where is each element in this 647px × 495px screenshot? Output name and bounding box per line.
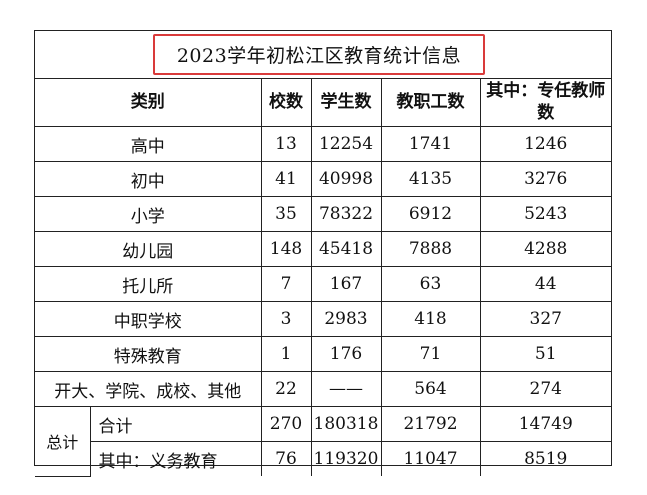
row-category: 托儿所 (35, 266, 262, 302)
row-staff: 564 (380, 371, 481, 407)
row-staff: 6912 (380, 196, 481, 232)
total-group-label: 总计 (35, 406, 91, 477)
header-schools: 校数 (260, 78, 312, 127)
total-students: 180318 (310, 406, 382, 442)
row-staff: 71 (380, 336, 481, 372)
total-teachers: 14749 (479, 406, 611, 442)
row-teachers: 4288 (479, 231, 611, 267)
table-row: 开大、学院、成校、其他 22 —— 564 274 (35, 371, 611, 407)
row-category: 高中 (35, 126, 262, 162)
row-staff: 7888 (380, 231, 481, 267)
row-teachers: 1246 (479, 126, 611, 162)
header-category: 类别 (35, 78, 262, 127)
table-row: 幼儿园 148 45418 7888 4288 (35, 231, 611, 267)
total-category: 合计 (89, 406, 262, 442)
total-staff: 21792 (380, 406, 481, 442)
row-staff: 63 (380, 266, 481, 302)
row-schools: 7 (260, 266, 312, 302)
row-schools: 13 (260, 126, 312, 162)
row-schools: 41 (260, 161, 312, 197)
row-teachers: 5243 (479, 196, 611, 232)
table-row: 小学 35 78322 6912 5243 (35, 196, 611, 232)
row-category: 幼儿园 (35, 231, 262, 267)
row-schools: 148 (260, 231, 312, 267)
row-staff: 1741 (380, 126, 481, 162)
table-row: 特殊教育 1 176 71 51 (35, 336, 611, 372)
table-row: 托儿所 7 167 63 44 (35, 266, 611, 302)
statistics-table: 类别 校数 学生数 教职工数 其中：专任教师数 高中 13 12254 1741… (35, 78, 611, 477)
row-category: 小学 (35, 196, 262, 232)
row-schools: 22 (260, 371, 312, 407)
total-staff: 11047 (380, 441, 481, 476)
header-staff: 教职工数 (380, 78, 481, 127)
table-row: 中职学校 3 2983 418 327 (35, 301, 611, 337)
total-teachers: 8519 (479, 441, 611, 476)
total-schools: 76 (260, 441, 312, 476)
row-staff: 4135 (380, 161, 481, 197)
header-students: 学生数 (310, 78, 382, 127)
row-students: 12254 (310, 126, 382, 162)
total-category: 其中：义务教育 (90, 441, 262, 476)
header-row: 类别 校数 学生数 教职工数 其中：专任教师数 (35, 78, 611, 127)
row-students: 176 (310, 336, 382, 372)
title-row: 2023学年初松江区教育统计信息 (35, 31, 611, 79)
table-row: 高中 13 12254 1741 1246 (35, 126, 611, 162)
row-students: 78322 (310, 196, 382, 232)
row-staff: 418 (380, 301, 481, 337)
table-row: 初中 41 40998 4135 3276 (35, 161, 611, 197)
statistics-sheet: 2023学年初松江区教育统计信息 类别 校数 学生数 教职工数 其中：专任教师数… (34, 30, 612, 477)
row-teachers: 327 (479, 301, 611, 337)
header-teachers: 其中：专任教师数 (479, 78, 611, 127)
row-schools: 35 (260, 196, 312, 232)
page-title: 2023学年初松江区教育统计信息 (153, 34, 485, 75)
row-category: 开大、学院、成校、其他 (35, 371, 262, 407)
row-students: 2983 (310, 301, 382, 337)
total-row: 总计 合计 270 180318 21792 14749 (35, 406, 611, 477)
total-students: 119320 (310, 441, 382, 476)
row-category: 中职学校 (35, 301, 262, 337)
row-category: 特殊教育 (35, 336, 262, 372)
row-teachers: 3276 (479, 161, 611, 197)
row-students: 167 (310, 266, 382, 302)
row-students: 40998 (310, 161, 382, 197)
row-teachers: 51 (479, 336, 611, 372)
row-category: 初中 (35, 161, 262, 197)
total-row: 其中：义务教育 76 119320 11047 8519 (35, 441, 611, 476)
row-schools: 3 (260, 301, 312, 337)
row-students: —— (310, 371, 382, 407)
row-schools: 1 (260, 336, 312, 372)
row-students: 45418 (310, 231, 382, 267)
row-teachers: 44 (479, 266, 611, 302)
row-teachers: 274 (479, 371, 611, 407)
total-schools: 270 (260, 406, 312, 442)
